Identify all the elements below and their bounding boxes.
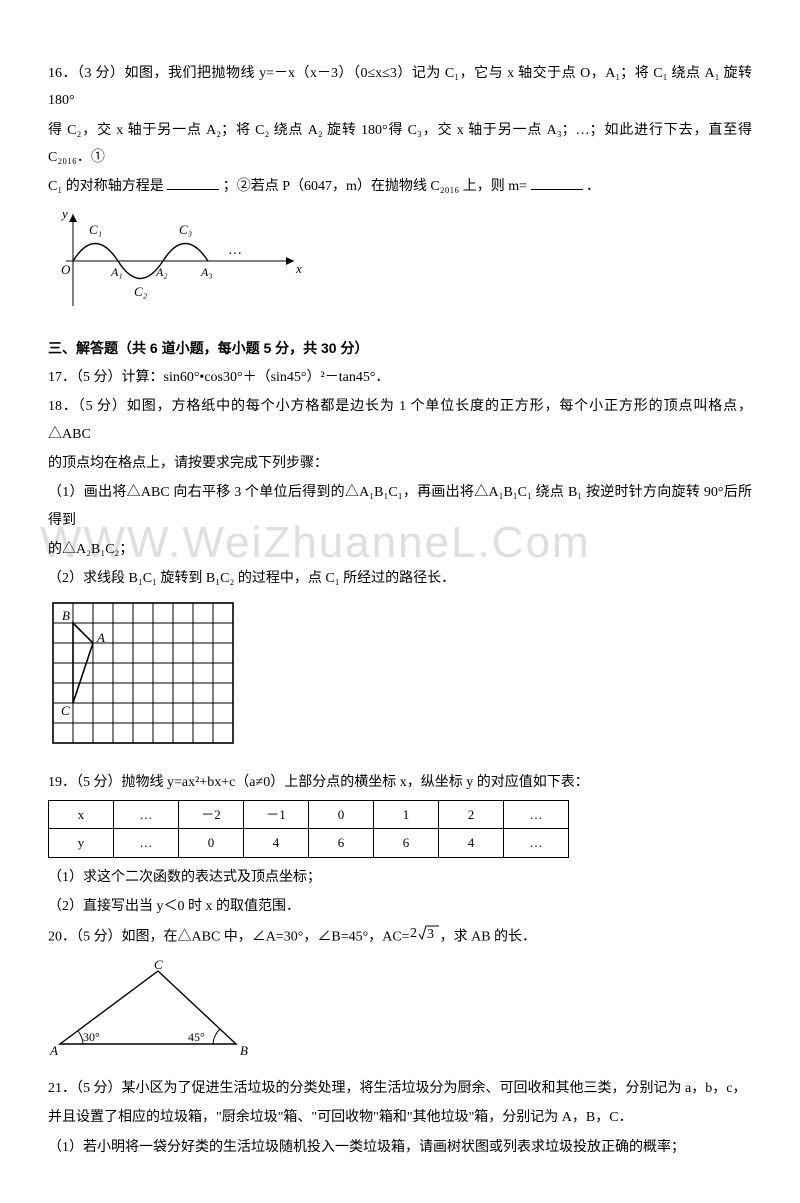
q16-line3: C₁ 的对称轴方程是 ；②若点 P（6047，m）在抛物线 C₂₀₁₆ 上，则 … <box>48 173 752 200</box>
q16-figure: y x O A₁ A₂ A₃ C₁ C₂ C₃ … <box>48 206 752 326</box>
q19-a: 19．（5 分）抛物线 y=ax²+bx+c（a≠0）上部分点的横坐标 x，纵坐… <box>48 769 752 796</box>
table-cell: 1 <box>374 801 439 829</box>
q18-a: 18．（5 分）如图，方格纸中的每个小方格都是边长为 1 个单位长度的正方形，每… <box>48 393 752 448</box>
table-cell: 4 <box>439 829 504 857</box>
tri-a-label: A <box>49 1043 58 1058</box>
table-cell: －2 <box>179 801 244 829</box>
q20-figure: A B C 30° 45° <box>48 959 752 1069</box>
table-row-x: x … －2 －1 0 1 2 … <box>49 801 569 829</box>
q16-blank1 <box>167 175 219 190</box>
grid-a-label: A <box>96 630 105 645</box>
table-cell: x <box>49 801 114 829</box>
q18-d: 的△A₂B₁C₂； <box>48 536 752 563</box>
table-cell: 6 <box>374 829 439 857</box>
c1-label: C₁ <box>89 222 102 237</box>
q16-blank2 <box>531 175 583 190</box>
q16-line1: 16．（3 分）如图，我们把抛物线 y=－x（x－3）（0≤x≤3）记为 C₁，… <box>48 60 752 115</box>
table-cell: … <box>504 801 569 829</box>
q18-e: （2）求线段 B₁C₁ 旋转到 B₁C₂ 的过程中，点 C₁ 所经过的路径长． <box>48 565 752 592</box>
axis-y-label: y <box>60 206 68 221</box>
tri-c-label: C <box>154 959 163 972</box>
table-row-y: y … 0 4 6 6 4 … <box>49 829 569 857</box>
q18-c: （1）画出将△ABC 向右平移 3 个单位后得到的△A₁B₁C₁，再画出将△A₁… <box>48 479 752 534</box>
q21-a: 21．（5 分）某小区为了促进生活垃圾的分类处理，将生活垃圾分为厨余、可回收和其… <box>48 1075 752 1102</box>
table-cell: … <box>504 829 569 857</box>
q21-b: 并且设置了相应的垃圾箱，"厨余垃圾"箱、"可回收物"箱和"其他垃圾"箱，分别记为… <box>48 1104 752 1131</box>
table-cell: … <box>114 801 179 829</box>
q20-after: ，求 AB 的长． <box>440 930 536 945</box>
table-cell: y <box>49 829 114 857</box>
grid-c-label: C <box>61 703 70 718</box>
svg-text:3: 3 <box>427 927 434 942</box>
dots-label: … <box>228 243 242 258</box>
a1-label: A₁ <box>110 265 123 279</box>
table-cell: 2 <box>439 801 504 829</box>
table-cell: 0 <box>309 801 374 829</box>
table-cell: … <box>114 829 179 857</box>
grid-b-label: B <box>62 608 70 623</box>
a3-label: A₃ <box>200 265 213 279</box>
q16-line2: 得 C₂，交 x 轴于另一点 A₂；将 C₂ 绕点 A₂ 旋转 180°得 C₃… <box>48 117 752 172</box>
a2-label: A₂ <box>155 265 168 279</box>
q18-b: 的顶点均在格点上，请按要求完成下列步骤： <box>48 450 752 477</box>
table-cell: 0 <box>179 829 244 857</box>
q20-ac-value: 23 <box>410 922 440 952</box>
q20-line: 20．（5 分）如图，在△ABC 中，∠A=30°，∠B=45°，AC=23，求… <box>48 922 752 952</box>
section3-title: 三、解答题（共 6 道小题，每小题 5 分，共 30 分） <box>48 335 752 362</box>
table-cell: 6 <box>309 829 374 857</box>
axis-x-label: x <box>295 261 302 276</box>
tri-b-label: B <box>240 1043 248 1058</box>
c2-label: C₂ <box>134 284 148 299</box>
q19-table: x … －2 －1 0 1 2 … y … 0 4 6 6 4 … <box>48 800 569 858</box>
q19-c: （2）直接写出当 y＜0 时 x 的取值范围． <box>48 893 752 920</box>
q18-figure: B A C <box>48 598 752 760</box>
q16-c-before: C₁ 的对称轴方程是 <box>48 179 164 194</box>
c3-label: C₃ <box>179 222 192 237</box>
q21-c: （1）若小明将一袋分好类的生活垃圾随机投入一类垃圾箱，请画树状图或列表求垃圾投放… <box>48 1134 752 1161</box>
ang45-label: 45° <box>188 1030 205 1044</box>
q19-b: （1）求这个二次函数的表达式及顶点坐标； <box>48 864 752 891</box>
table-cell: 4 <box>244 829 309 857</box>
origin-label: O <box>61 262 71 277</box>
svg-text:2: 2 <box>410 926 417 941</box>
q16-c-after: ． <box>586 179 600 194</box>
q16-c-mid: ；②若点 P（6047，m）在抛物线 C₂₀₁₆ 上，则 m= <box>223 179 527 194</box>
q17-text: 17．（5 分）计算：sin60°•cos30°＋（sin45°）²－tan45… <box>48 364 752 391</box>
q20-before: 20．（5 分）如图，在△ABC 中，∠A=30°，∠B=45°，AC= <box>48 930 410 945</box>
table-cell: －1 <box>244 801 309 829</box>
ang30-label: 30° <box>83 1030 100 1044</box>
